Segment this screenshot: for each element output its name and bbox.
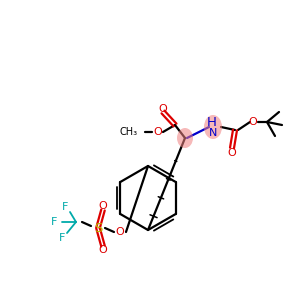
Text: F: F	[51, 217, 57, 227]
Text: CH₃: CH₃	[120, 127, 138, 137]
Text: O: O	[249, 117, 257, 127]
Text: O: O	[99, 201, 107, 211]
Text: O: O	[116, 227, 124, 237]
Text: N: N	[209, 128, 217, 138]
Text: O: O	[99, 245, 107, 255]
Text: S: S	[94, 221, 102, 235]
Ellipse shape	[204, 115, 222, 139]
Text: F: F	[62, 202, 68, 212]
Ellipse shape	[177, 128, 193, 148]
Text: H: H	[207, 116, 217, 128]
Text: O: O	[228, 148, 236, 158]
Text: F: F	[59, 233, 65, 243]
Text: O: O	[159, 104, 167, 114]
Text: O: O	[154, 127, 162, 137]
